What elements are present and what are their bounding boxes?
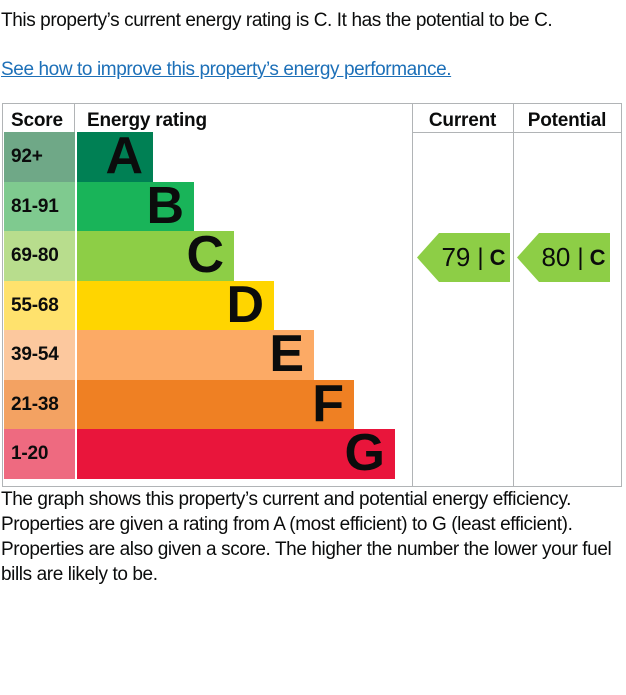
epc-rating-chart: Score Energy rating Current Potential 92… [2,103,622,487]
potential-column-divider [513,104,514,486]
band-bar-d: D [77,279,274,330]
energy-band-rows: 92+ A 81-91 B 69-80 C 55-68 D 39-54 E 21-38 F 1-20 G [4,130,395,479]
current-score-value: 79 [441,242,471,272]
current-band-letter: C [489,244,506,270]
score-range-f: 21-38 [4,379,75,429]
score-header-divider [74,104,75,132]
footer-paragraph-score: Properties are also given a score. The h… [1,539,612,585]
footer-paragraph-rating: Properties are given a rating from A (mo… [1,514,573,535]
footer-paragraph-graph: The graph shows this property’s current … [1,489,572,510]
summary-text: This property’s current energy rating is… [1,10,553,31]
band-bar-f: F [77,378,354,429]
band-bar-a: A [77,130,153,182]
improve-energy-performance-link[interactable]: See how to improve this property’s energ… [1,59,452,80]
band-row-e: 39-54 E [4,328,395,380]
band-row-a: 92+ A [4,130,395,182]
band-bar-g: G [77,427,395,479]
band-bar-e: E [77,328,314,380]
rating-separator: | [577,243,584,271]
score-range-e: 39-54 [4,330,75,380]
band-row-c: 69-80 C [4,229,395,281]
potential-column-header: Potential [527,110,607,131]
band-bar-b: B [77,180,194,231]
potential-rating-arrow: 80 | C [517,233,610,282]
band-bar-c: C [77,229,234,281]
header-underline [412,132,621,133]
score-column-header: Score [11,110,63,131]
score-range-d: 55-68 [4,280,75,330]
score-range-a: 92+ [4,132,75,182]
band-row-b: 81-91 B [4,180,395,231]
score-range-b: 81-91 [4,181,75,231]
current-column-header: Current [428,110,497,131]
band-row-d: 55-68 D [4,279,395,330]
rating-separator: | [477,243,484,271]
score-range-c: 69-80 [4,231,75,281]
energy-rating-column-header: Energy rating [87,110,207,131]
current-rating-arrow: 79 | C [417,233,510,282]
band-row-f: 21-38 F [4,378,395,429]
potential-score-value: 80 [541,242,571,272]
epc-page: This property’s current energy rating is… [1,10,622,585]
potential-band-letter: C [589,244,606,270]
current-column-divider [412,104,413,486]
band-row-g: 1-20 G [4,427,395,479]
score-range-g: 1-20 [4,429,75,479]
